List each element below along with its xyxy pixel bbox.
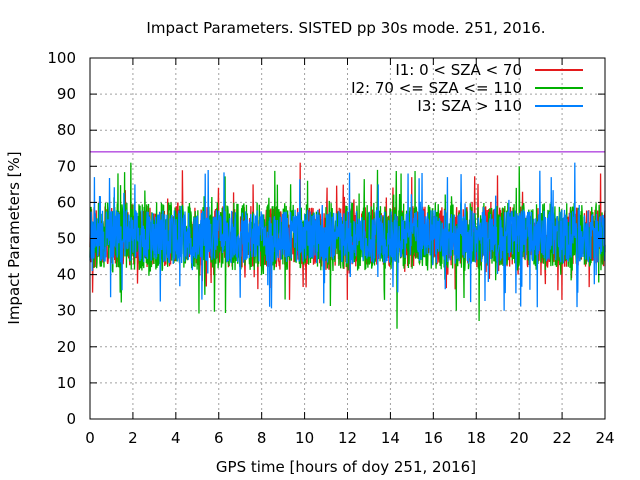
x-axis-ticks: 0 2 4 6 8 10 12 14 16 18 20 22 24	[85, 58, 615, 447]
x-tick-label: 8	[257, 429, 267, 447]
y-tick-label: 40	[57, 266, 76, 284]
x-tick-label: 0	[85, 429, 95, 447]
x-tick-label: 20	[510, 429, 529, 447]
plot-series-group	[89, 162, 606, 329]
y-tick-label: 70	[57, 157, 76, 175]
x-tick-label: 6	[214, 429, 224, 447]
legend: I1: 0 < SZA < 70 I2: 70 <= SZA <= 110 I3…	[351, 61, 583, 115]
y-tick-label: 30	[57, 302, 76, 320]
y-tick-label: 20	[57, 338, 76, 356]
y-tick-label: 90	[57, 85, 76, 103]
x-tick-label: 2	[128, 429, 138, 447]
x-tick-label: 14	[381, 429, 400, 447]
x-tick-label: 12	[338, 429, 357, 447]
y-tick-label: 80	[57, 121, 76, 139]
y-tick-label: 60	[57, 193, 76, 211]
x-tick-label: 24	[595, 429, 614, 447]
x-tick-label: 16	[424, 429, 443, 447]
chart-title: Impact Parameters. SISTED pp 30s mode. 2…	[146, 19, 545, 37]
x-tick-label: 18	[467, 429, 486, 447]
legend-label-i3: I3: SZA > 110	[417, 97, 522, 115]
legend-label-i2: I2: 70 <= SZA <= 110	[351, 79, 522, 97]
x-tick-label: 4	[171, 429, 181, 447]
x-axis-title: GPS time [hours of doy 251, 2016]	[216, 458, 476, 476]
x-tick-label: 22	[553, 429, 572, 447]
y-axis-title: Impact Parameters [%]	[5, 151, 23, 324]
series-line-3	[89, 162, 606, 311]
y-tick-label: 100	[47, 49, 76, 67]
y-tick-label: 10	[57, 374, 76, 392]
y-axis-ticks: 0 10 20 30 40 50 60 70 80 90 100	[47, 49, 605, 428]
x-tick-label: 10	[295, 429, 314, 447]
legend-label-i1: I1: 0 < SZA < 70	[395, 61, 522, 79]
y-tick-label: 0	[66, 410, 76, 428]
y-tick-label: 50	[57, 230, 76, 248]
